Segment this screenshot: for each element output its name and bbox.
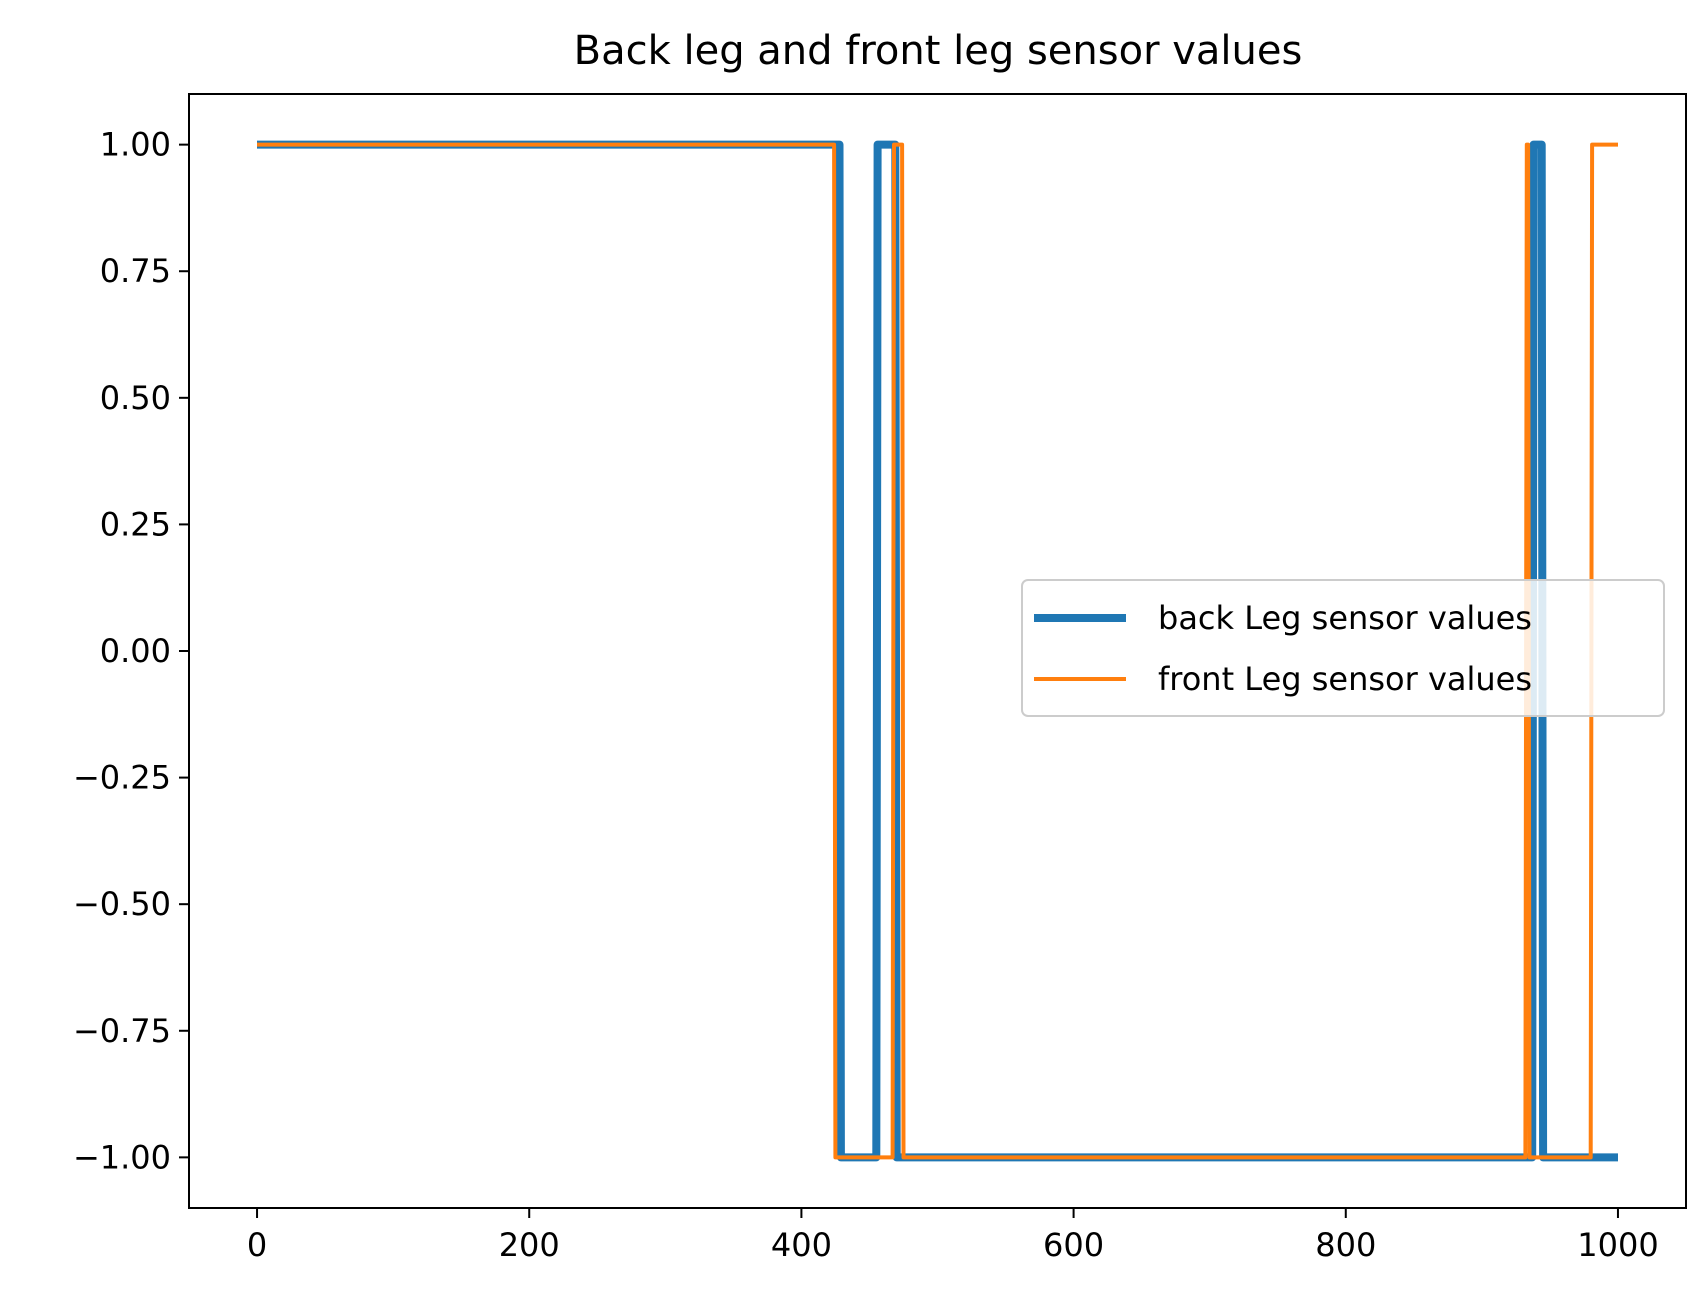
chart-title: Back leg and front leg sensor values: [574, 28, 1303, 74]
y-tick-label: −1.00: [73, 1138, 171, 1176]
x-tick-label: 800: [1315, 1226, 1376, 1264]
x-tick-label: 0: [247, 1226, 267, 1264]
y-tick-label: 0.25: [100, 505, 171, 543]
x-tick-label: 200: [499, 1226, 560, 1264]
x-tick-label: 1000: [1577, 1226, 1658, 1264]
y-tick-label: 0.50: [100, 379, 171, 417]
y-tick-label: 0.00: [100, 632, 171, 670]
y-tick-label: 1.00: [100, 126, 171, 164]
y-tick-label: −0.25: [73, 759, 171, 797]
series-layer: [257, 140, 1618, 1162]
y-tick-label: −0.75: [73, 1012, 171, 1050]
y-axis-ticks: 1.00 0.75 0.50 0.25 0.00 −0.25 −0.50 −0.75 −1.00: [73, 126, 189, 1176]
legend: back Leg sensor values front Leg sensor v…: [1021, 579, 1665, 717]
y-tick-label: 0.75: [100, 252, 171, 290]
series-line-back-leg: [257, 140, 1618, 1162]
x-tick-label: 400: [771, 1226, 832, 1264]
legend-box: [1021, 579, 1665, 717]
plot-area: 0 200 400 600 800 1000 1.00 0.75 0.50 0.25 0.00 −0…: [73, 93, 1687, 1264]
legend-label: back Leg sensor values: [1158, 599, 1532, 637]
y-tick-label: −0.50: [73, 885, 171, 923]
legend-label: front Leg sensor values: [1158, 660, 1532, 698]
x-axis-ticks: 0 200 400 600 800 1000: [247, 1208, 1659, 1264]
x-tick-label: 600: [1043, 1226, 1104, 1264]
series-line-front-leg: [257, 142, 1618, 1160]
